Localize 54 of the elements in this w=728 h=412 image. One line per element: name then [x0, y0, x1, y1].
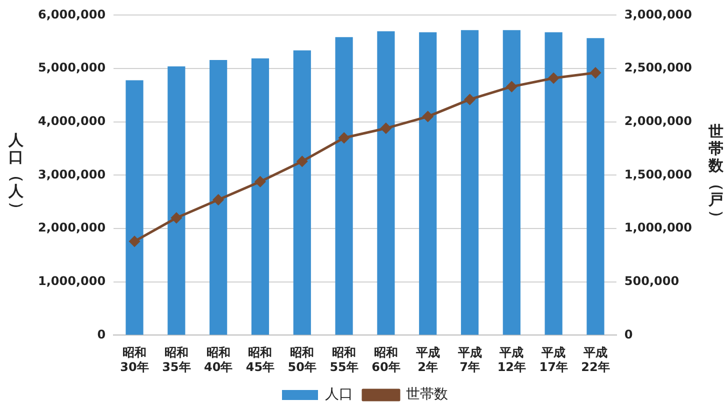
x-tick-label: 平成17年	[539, 346, 568, 374]
point	[590, 68, 601, 78]
legend-label: 人口	[325, 386, 353, 403]
x-tick-label: 昭和40年	[204, 346, 233, 374]
point	[296, 156, 308, 167]
x-tick-label: 昭和55年	[330, 346, 358, 374]
point	[506, 81, 517, 92]
bar	[419, 32, 437, 335]
y-axis-title: 人口（人）	[8, 131, 26, 217]
bar	[502, 30, 520, 335]
bar	[586, 38, 604, 335]
y2-tick-label: 1,000,000	[624, 220, 692, 235]
y-tick-label: 4,000,000	[38, 114, 106, 128]
x-tick-label: 昭和60年	[372, 346, 400, 374]
y-tick-label: 6,000,000	[38, 7, 106, 22]
bar	[293, 50, 311, 335]
point	[548, 72, 559, 84]
y-tick-label: 3,000,000	[38, 167, 106, 182]
y2-tick-label: 2,000,000	[624, 114, 692, 128]
bar	[210, 60, 228, 335]
y-tick-label: 1,000,000	[38, 274, 106, 288]
bar	[126, 80, 144, 335]
x-tick-label: 昭和45年	[246, 346, 275, 374]
point	[213, 194, 224, 205]
bar	[168, 66, 186, 335]
x-tick-label: 昭和50年	[288, 346, 316, 374]
x-tick-label: 平成12年	[497, 346, 526, 374]
x-tick-label: 昭和35年	[162, 346, 191, 374]
x-tick-label: 昭和30年	[120, 346, 149, 374]
bar	[377, 31, 395, 335]
point	[171, 212, 182, 224]
point	[464, 94, 476, 105]
legend-label: 世帯数	[406, 386, 448, 403]
y-tick-label: 2,000,000	[38, 220, 106, 235]
y2-tick-label: 1,500,000	[624, 167, 692, 182]
y-tick-label: 5,000,000	[38, 60, 106, 75]
x-tick-label: 平成22年	[581, 346, 610, 374]
y2-tick-label: 2,500,000	[624, 60, 692, 75]
x-tick-label: 平成7年	[456, 346, 482, 374]
y2-tick-label: 3,000,000	[624, 7, 692, 22]
bar	[251, 58, 270, 335]
y-tick-label: 0	[97, 327, 106, 342]
bar	[460, 30, 479, 335]
point	[254, 176, 266, 187]
point	[380, 123, 392, 134]
y2-tick-label: 500,000	[624, 274, 680, 288]
y2-tick-label: 0	[624, 327, 633, 342]
x-tick-label: 平成2年	[414, 346, 440, 374]
point	[422, 111, 434, 122]
point	[338, 132, 350, 144]
point	[129, 236, 140, 247]
bar	[335, 37, 353, 335]
bar	[544, 32, 562, 335]
y2-axis-title: 世帯数（戸）	[708, 122, 726, 226]
